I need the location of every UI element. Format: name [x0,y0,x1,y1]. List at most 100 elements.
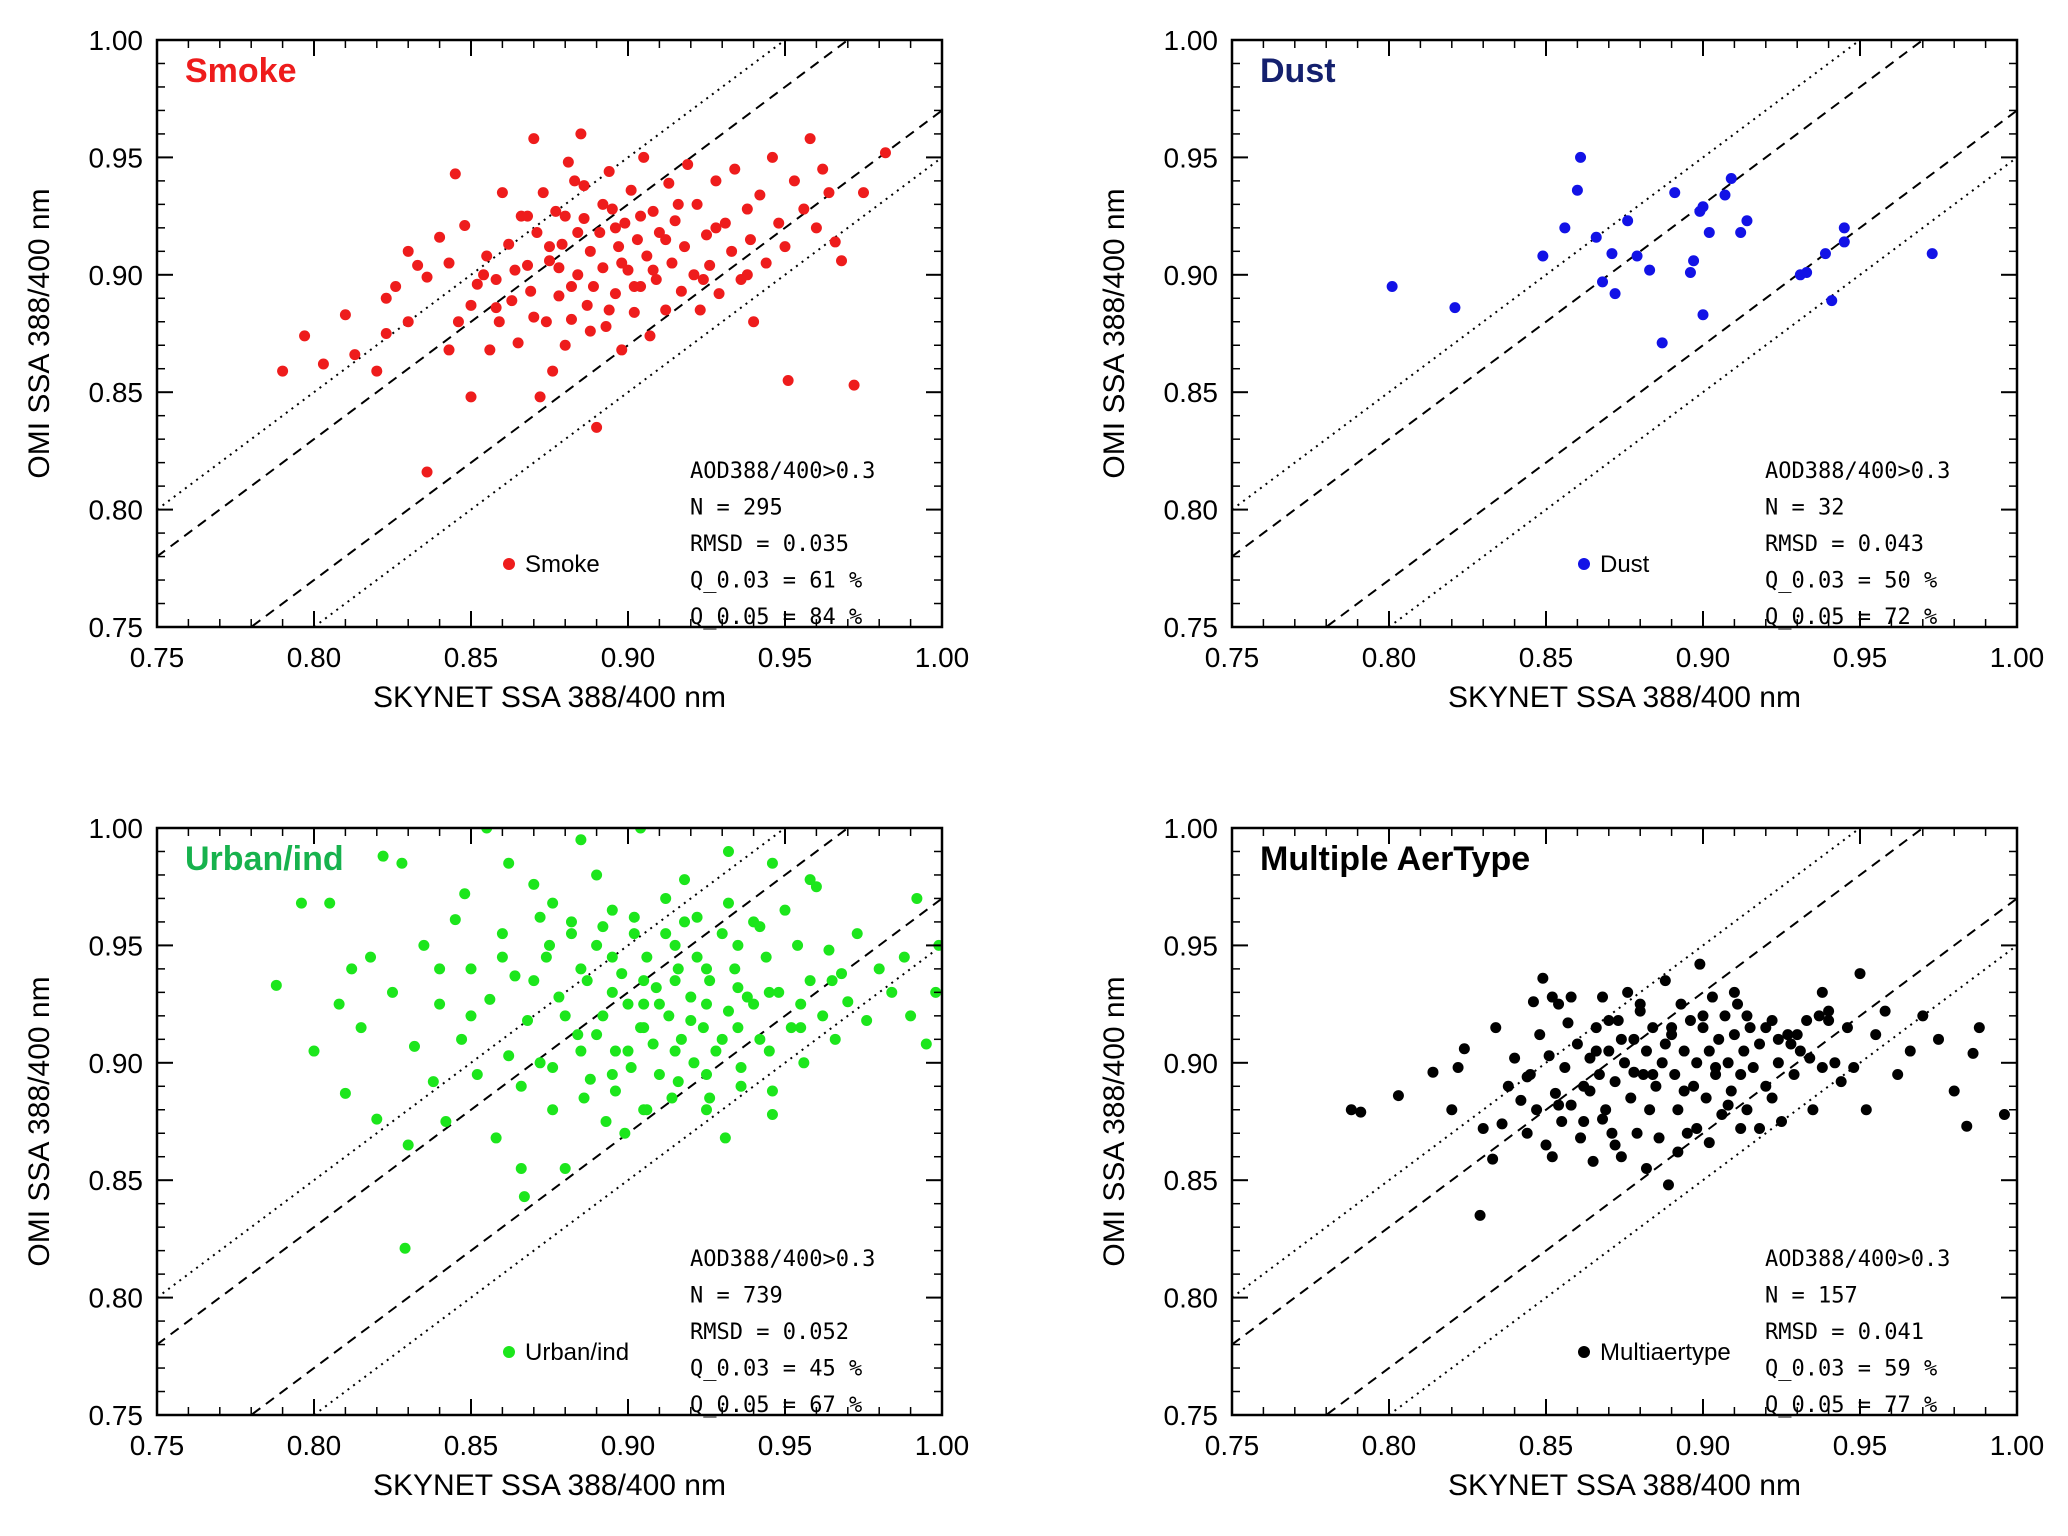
scatter-panel-1: 0.750.75 0.80 0.80 0.85 0.85 0.90 0.90 0.95 0.95… [23,25,970,714]
data-point [1675,998,1687,1010]
y-tick-label: 0.90 [89,1048,144,1079]
stat-line: AOD388/400>0.3 [1765,459,1950,484]
data-point [1609,288,1621,300]
data-point [496,928,508,940]
y-tick-label: 0.95 [1164,142,1219,173]
data-point [660,234,672,246]
data-point [402,245,414,257]
data-point [1537,250,1549,262]
data-point [478,269,490,281]
data-point [1631,1127,1643,1139]
data-point [562,156,574,168]
data-point [763,986,775,998]
data-point [534,911,546,923]
data-point [672,963,684,975]
data-point [1794,1045,1806,1057]
data-point [873,963,885,975]
data-point [1728,1029,1740,1041]
data-point [804,133,816,145]
data-point [371,1113,383,1125]
data-point [798,203,810,215]
dotted-line-1 [1232,40,1862,511]
x-tick-label: 0.80 [1362,642,1417,673]
data-point [1575,1132,1587,1144]
data-point [669,1045,681,1057]
y-tick-label: 0.80 [89,1283,144,1314]
x-tick-label: 1.00 [1990,1430,2045,1461]
data-point [1678,1085,1690,1097]
x-tick-label: 0.90 [601,1430,656,1461]
dotted-line-2 [312,944,942,1415]
data-point [1703,1137,1715,1149]
data-point [299,330,311,342]
data-point [1725,1085,1737,1097]
data-point [1892,1069,1904,1081]
stat-line: RMSD = 0.035 [690,532,849,557]
data-point [1760,1080,1772,1092]
data-point [1801,266,1813,278]
data-point [726,245,738,257]
data-points [270,828,942,1254]
data-point [1719,1010,1731,1022]
scatter-panel-2: 0.750.75 0.80 0.80 0.85 0.85 0.90 0.90 0.95 0.95… [1098,25,2044,714]
data-point [836,968,848,980]
data-point [631,234,643,246]
data-point [540,951,552,963]
data-point [619,217,631,229]
data-point [804,975,816,987]
stat-line: N = 739 [690,1284,783,1309]
data-point [1458,1043,1470,1055]
data-point [898,951,910,963]
data-point [544,939,555,951]
dotted-line-1 [157,828,787,1299]
data-point [660,892,672,904]
data-point [578,212,590,224]
data-point [858,187,869,199]
data-point [829,236,841,248]
data-point [1766,1015,1778,1027]
data-point [1640,1045,1652,1057]
data-point [704,1092,716,1104]
data-point [1672,1104,1684,1116]
data-point [1446,1104,1458,1116]
data-point [609,1085,621,1097]
x-tick-label: 0.75 [1205,642,1260,673]
data-point [842,996,854,1008]
data-point [779,904,791,916]
data-point [763,1045,775,1057]
data-point [1590,1022,1602,1034]
data-point [1804,1052,1816,1064]
data-point [1819,248,1831,260]
data-point [594,227,606,239]
plot-frame [155,38,944,629]
data-point [591,939,603,951]
data-point [1644,264,1656,276]
y-tick-label: 0.90 [1164,260,1219,291]
data-point [1640,1162,1652,1174]
data-point [1546,991,1558,1003]
y-axis-label: OMI SSA 388/400 nm [1098,976,1131,1266]
data-point [735,1080,747,1092]
data-point [1559,1061,1571,1073]
data-point [911,892,923,904]
data-point [591,421,603,433]
data-point [1917,1010,1929,1022]
data-point [1719,189,1731,201]
data-point [565,281,577,293]
data-point [1697,1022,1709,1034]
data-point [848,379,860,391]
x-tick-label: 1.00 [915,642,970,673]
data-point [396,857,408,869]
data-point [443,257,455,269]
data-point [547,1104,559,1116]
data-point [339,309,351,321]
x-tick-label: 0.85 [1519,642,1574,673]
stat-line: Q_0.05 = 77 % [1765,1393,1937,1418]
data-point [817,1010,829,1022]
data-point [1735,1123,1747,1135]
data-point [691,911,703,923]
data-point [1549,1087,1561,1099]
data-point [609,288,621,300]
data-point [1659,975,1671,987]
data-point [616,257,628,269]
